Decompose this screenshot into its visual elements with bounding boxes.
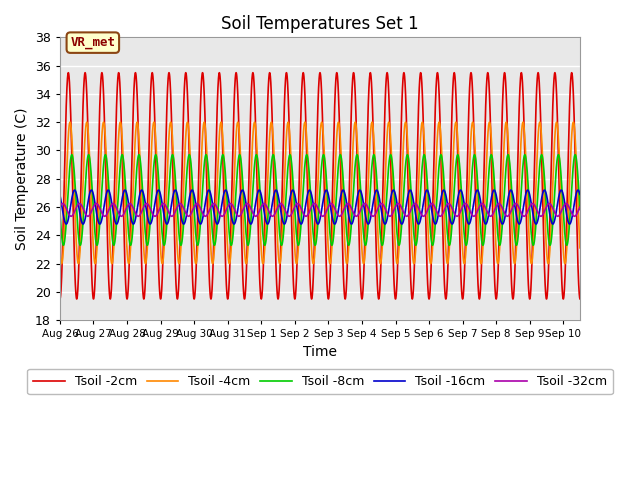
Tsoil -16cm (281, 221, 289, 227)
Tsoil -2cm (576, 296, 584, 302)
Tsoil -2cm (65, 70, 72, 75)
Line: Tsoil -2cm: Tsoil -2cm (60, 72, 580, 299)
Tsoil -32cm (281, 207, 289, 213)
Line: Tsoil -16cm: Tsoil -16cm (60, 190, 580, 224)
Tsoil -2cm (56, 296, 64, 302)
Tsoil -16cm (292, 202, 300, 207)
Tsoil -4cm (292, 261, 300, 266)
X-axis label: Time: Time (303, 345, 337, 359)
Tsoil -4cm (66, 120, 74, 125)
Tsoil -8cm (60, 242, 67, 248)
Tsoil -16cm (576, 192, 584, 197)
Tsoil -8cm (281, 209, 289, 215)
Tsoil -4cm (467, 143, 474, 148)
Tsoil -16cm (307, 189, 315, 195)
Tsoil -4cm (572, 148, 580, 154)
Tsoil -32cm (56, 204, 64, 210)
Tsoil -32cm (59, 201, 67, 206)
Tsoil -4cm (351, 123, 358, 129)
Tsoil -8cm (572, 154, 580, 159)
Tsoil -2cm (281, 88, 289, 94)
Tsoil -2cm (292, 278, 300, 284)
Tsoil -2cm (307, 288, 314, 294)
Tsoil -16cm (467, 218, 474, 224)
Tsoil -32cm (351, 212, 358, 217)
Line: Tsoil -8cm: Tsoil -8cm (60, 155, 580, 245)
Title: Soil Temperatures Set 1: Soil Temperatures Set 1 (221, 15, 419, 33)
Tsoil -2cm (572, 177, 580, 183)
Tsoil -16cm (71, 187, 79, 193)
Tsoil -32cm (467, 209, 474, 215)
Tsoil -8cm (351, 172, 358, 178)
Tsoil -8cm (307, 195, 315, 201)
Tsoil -32cm (307, 206, 315, 212)
Tsoil -2cm (467, 73, 474, 79)
Tsoil -8cm (292, 232, 300, 238)
Legend: Tsoil -2cm, Tsoil -4cm, Tsoil -8cm, Tsoil -16cm, Tsoil -32cm: Tsoil -2cm, Tsoil -4cm, Tsoil -8cm, Tsoi… (27, 369, 613, 395)
Line: Tsoil -32cm: Tsoil -32cm (60, 204, 580, 216)
Text: VR_met: VR_met (70, 36, 115, 49)
Tsoil -32cm (67, 214, 75, 219)
Tsoil -16cm (351, 212, 358, 217)
Tsoil -16cm (56, 192, 64, 198)
Tsoil -4cm (576, 245, 584, 251)
Tsoil -32cm (576, 204, 584, 210)
Tsoil -8cm (56, 209, 64, 215)
Tsoil -4cm (281, 161, 289, 167)
Tsoil -4cm (56, 247, 64, 253)
Tsoil -4cm (58, 261, 65, 266)
Line: Tsoil -4cm: Tsoil -4cm (60, 122, 580, 264)
Tsoil -8cm (576, 206, 584, 212)
Tsoil -16cm (572, 192, 580, 198)
Tsoil -32cm (292, 201, 300, 207)
Tsoil -32cm (572, 213, 580, 218)
Tsoil -4cm (307, 232, 315, 238)
Tsoil -8cm (68, 152, 76, 157)
Tsoil -16cm (62, 221, 70, 227)
Tsoil -8cm (467, 195, 474, 201)
Tsoil -2cm (351, 73, 358, 79)
Y-axis label: Soil Temperature (C): Soil Temperature (C) (15, 108, 29, 250)
